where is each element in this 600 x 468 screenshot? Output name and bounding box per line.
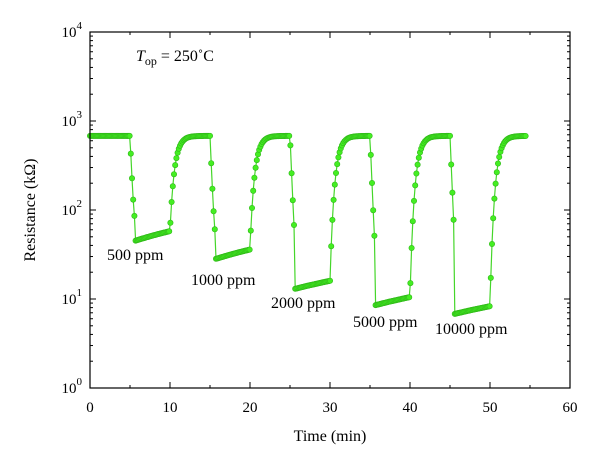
data-point [168, 199, 175, 206]
concentration-label: 5000 ppm [353, 314, 418, 331]
data-point [129, 175, 136, 182]
data-point [251, 174, 258, 181]
y-axis-title: Resistance (kΩ) [22, 159, 39, 262]
data-point [130, 196, 137, 203]
data-point [331, 181, 338, 188]
data-point [249, 205, 256, 212]
condition-subscript: op [145, 54, 157, 68]
plot-frame [89, 31, 571, 389]
data-point [166, 228, 173, 235]
data-point [413, 170, 420, 177]
data-point [415, 154, 422, 161]
data-point [490, 215, 497, 222]
data-point [446, 132, 453, 139]
data-point [412, 182, 419, 189]
data-point [328, 243, 335, 250]
data-point [368, 180, 375, 187]
x-tick-label: 30 [323, 400, 338, 416]
concentration-label: 2000 ppm [271, 295, 336, 312]
concentration-label: 1000 ppm [191, 272, 256, 289]
data-point [289, 197, 296, 204]
x-tick-label: 10 [163, 400, 178, 416]
concentration-labels: 500 ppm 1000 ppm 2000 ppm 5000 ppm 10000 ppm [107, 247, 508, 338]
data-point [250, 187, 257, 194]
data-point [408, 245, 415, 252]
data-point [367, 151, 374, 158]
data-point [173, 155, 180, 162]
concentration-label: 10000 ppm [435, 321, 508, 338]
data-point [126, 132, 133, 139]
y-tick-label: 102 [62, 198, 83, 219]
data-series [87, 132, 529, 317]
data-point [450, 216, 457, 223]
data-point [522, 133, 529, 140]
data-point [253, 157, 260, 164]
data-point [448, 161, 455, 168]
data-point [208, 160, 215, 167]
data-point [366, 132, 373, 139]
y-tick-label: 100 [62, 376, 83, 397]
data-point [406, 294, 413, 301]
data-point [167, 219, 174, 226]
data-point [409, 218, 416, 225]
data-point [326, 277, 333, 284]
data-point [246, 246, 253, 253]
x-tick-label: 0 [86, 400, 94, 416]
data-point [131, 212, 138, 219]
data-point [493, 169, 500, 176]
data-point [407, 280, 414, 287]
concentration-label: 500 ppm [107, 247, 164, 264]
data-point [207, 132, 214, 139]
data-point [491, 195, 498, 202]
x-tick-label: 60 [563, 400, 578, 416]
data-point [169, 183, 176, 190]
data-point [211, 226, 218, 233]
x-axis-title: Time (min) [294, 428, 367, 445]
y-tick-label: 101 [62, 287, 83, 308]
data-point [288, 170, 295, 177]
data-point [496, 154, 503, 161]
condition-value: = 250˚C [157, 48, 214, 65]
condition-symbol: T [136, 48, 146, 65]
data-point [492, 180, 499, 187]
data-point [371, 232, 378, 239]
data-point [286, 132, 293, 139]
data-point [488, 241, 495, 248]
y-tick-label: 103 [62, 109, 83, 130]
data-point [247, 227, 254, 234]
data-point [209, 185, 216, 192]
x-tick-label: 50 [483, 400, 498, 416]
data-point [334, 161, 341, 168]
data-point [449, 189, 456, 196]
data-point [414, 161, 421, 168]
data-point [494, 160, 501, 167]
x-tick-label: 20 [243, 400, 258, 416]
x-tick-label: 40 [403, 400, 418, 416]
data-point [332, 170, 339, 177]
data-point [290, 222, 297, 229]
data-point [335, 154, 342, 161]
data-point [127, 150, 134, 157]
data-point [172, 162, 179, 169]
data-point [329, 216, 336, 223]
axis-ticks: 0 10 20 30 40 50 60 100 101 102 103 104 [62, 20, 578, 416]
data-point [370, 207, 377, 214]
data-point [486, 303, 493, 310]
data-point [171, 171, 178, 178]
y-tick-label: 104 [62, 20, 83, 41]
data-point [487, 274, 494, 281]
data-point [410, 197, 417, 204]
data-point [252, 164, 259, 171]
data-point [330, 196, 337, 203]
data-point [210, 208, 217, 215]
condition-label: Top = 250˚C [136, 48, 214, 68]
data-point [287, 142, 294, 149]
